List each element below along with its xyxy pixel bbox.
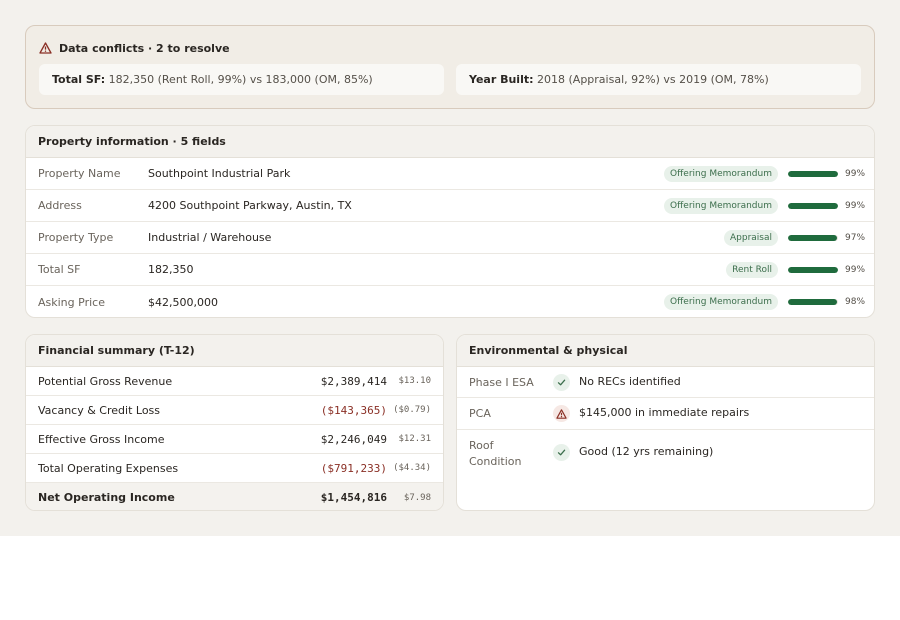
financial-amount: $1,454,816 — [320, 491, 387, 504]
financial-label: Total Operating Expenses — [38, 461, 179, 475]
confidence-bar — [788, 266, 838, 273]
financial-per-sf: $7.98 — [403, 492, 431, 503]
conflict-label: Year Built: — [469, 73, 534, 86]
confidence-bar-fill — [788, 202, 838, 209]
property-label: Total SF — [38, 263, 81, 276]
source-badge: Rent Roll — [726, 261, 778, 278]
property-label: Address — [38, 199, 82, 212]
property-value: Industrial / Warehouse — [148, 231, 272, 244]
environmental-label: PCA — [469, 407, 491, 420]
conflict-item-total-sf[interactable]: Total SF: 182,350 (Rent Roll, 99%) vs 18… — [39, 64, 444, 95]
financial-row[interactable]: Effective Gross Income $2,246,049 $12.31 — [26, 425, 443, 454]
confidence-percent: 98% — [845, 297, 866, 307]
financial-amount: $2,246,049 — [320, 432, 387, 446]
confidence-bar — [788, 202, 838, 209]
page-canvas: Data conflicts · 2 to resolve Total SF: … — [0, 0, 900, 536]
warning-triangle-icon — [39, 42, 52, 54]
property-label: Asking Price — [38, 295, 105, 309]
financial-label: Potential Gross Revenue — [38, 374, 173, 388]
environmental-physical-title: Environmental & physical — [457, 335, 874, 367]
property-information-title: Property information · 5 fields — [26, 126, 874, 158]
financial-label: Vacancy & Credit Loss — [38, 403, 161, 417]
environmental-value: Good (12 yrs remaining) — [579, 445, 714, 458]
environmental-value: $145,000 in immediate repairs — [579, 406, 750, 419]
environmental-label: Roof Condition — [469, 439, 522, 468]
confidence-bar-fill — [788, 170, 838, 177]
property-value: 182,350 — [148, 263, 194, 276]
conflict-item-year-built[interactable]: Year Built: 2018 (Appraisal, 92%) vs 201… — [456, 64, 861, 95]
financial-amount: $2,389,414 — [320, 374, 387, 388]
check-icon — [553, 374, 570, 391]
source-badge: Offering Memorandum — [664, 197, 778, 214]
confidence-percent: 99% — [845, 200, 866, 211]
financial-label: Net Operating Income — [38, 491, 175, 504]
confidence-bar-fill — [788, 266, 838, 273]
confidence-percent: 99% — [845, 168, 866, 179]
confidence-bar-fill — [788, 299, 837, 305]
property-value: Southpoint Industrial Park — [148, 167, 291, 180]
property-value: $42,500,000 — [148, 295, 218, 309]
financial-row[interactable]: Net Operating Income $1,454,816 $7.98 — [26, 483, 443, 510]
financial-amount: ($143,365) — [320, 403, 387, 417]
property-information-card: Property information · 5 fields Property… — [25, 125, 875, 318]
conflict-label: Total SF: — [52, 73, 106, 86]
confidence-bar — [788, 299, 838, 305]
financial-row[interactable]: Vacancy & Credit Loss ($143,365) ($0.79) — [26, 396, 443, 425]
financial-row[interactable]: Total Operating Expenses ($791,233) ($4.34… — [26, 454, 443, 483]
conflict-text: 182,350 (Rent Roll, 99%) vs 183,000 (OM,… — [108, 73, 373, 86]
confidence-percent: 99% — [845, 264, 866, 275]
financial-amount: ($791,233) — [320, 461, 387, 475]
confidence-percent: 97% — [845, 232, 866, 243]
property-row[interactable]: Property Type Industrial / Warehouse Appra… — [26, 222, 874, 254]
financial-row[interactable]: Potential Gross Revenue $2,389,414 $13.10 — [26, 367, 443, 396]
check-icon — [553, 444, 570, 461]
data-conflicts-card: Data conflicts · 2 to resolve Total SF: … — [25, 25, 875, 109]
financial-label: Effective Gross Income — [38, 432, 165, 446]
source-badge: Offering Memorandum — [664, 294, 778, 310]
confidence-bar-fill — [788, 234, 837, 241]
property-row[interactable]: Address 4200 Southpoint Parkway, Austin, … — [26, 190, 874, 222]
financial-summary-title: Financial summary (T-12) — [26, 335, 443, 367]
property-rows: Property Name Southpoint Industrial Park O… — [26, 158, 874, 317]
property-row[interactable]: Asking Price $42,500,000 Offering Memorand… — [26, 286, 874, 317]
source-badge: Appraisal — [723, 229, 778, 246]
environmental-label: Phase I ESA — [469, 376, 534, 389]
financial-summary-card: Financial summary (T-12) Potential Gross… — [25, 334, 444, 511]
property-row[interactable]: Property Name Southpoint Industrial Park O… — [26, 158, 874, 190]
confidence-bar — [788, 170, 838, 177]
financial-per-sf: ($4.34) — [393, 463, 431, 473]
property-row[interactable]: Total SF 182,350 Rent Roll 99% — [26, 254, 874, 286]
environmental-row[interactable]: PCA $145,000 in immediate repairs — [457, 398, 874, 430]
confidence-bar — [788, 234, 838, 241]
data-conflicts-title: Data conflicts · 2 to resolve — [59, 41, 230, 55]
property-label: Property Type — [38, 231, 114, 244]
data-conflicts-header: Data conflicts · 2 to resolve — [39, 40, 230, 56]
source-badge: Offering Memorandum — [664, 165, 778, 182]
conflict-text: 2018 (Appraisal, 92%) vs 2019 (OM, 78%) — [537, 73, 769, 86]
financial-per-sf: $13.10 — [398, 376, 431, 386]
environmental-row[interactable]: Phase I ESA No RECs identified — [457, 367, 874, 398]
environmental-rows: Phase I ESA No RECs identified PCA $145,000… — [457, 367, 874, 478]
environmental-physical-card: Environmental & physical Phase I ESA No R… — [456, 334, 875, 511]
property-label: Property Name — [38, 167, 121, 180]
financial-rows: Potential Gross Revenue $2,389,414 $13.10 V… — [26, 367, 443, 510]
property-value: 4200 Southpoint Parkway, Austin, TX — [148, 199, 352, 212]
warning-triangle-icon — [553, 405, 570, 422]
environmental-row[interactable]: Roof Condition Good (12 yrs remaining) — [457, 430, 874, 478]
financial-per-sf: ($0.79) — [393, 405, 431, 415]
environmental-value: No RECs identified — [579, 375, 681, 388]
financial-per-sf: $12.31 — [398, 434, 431, 444]
